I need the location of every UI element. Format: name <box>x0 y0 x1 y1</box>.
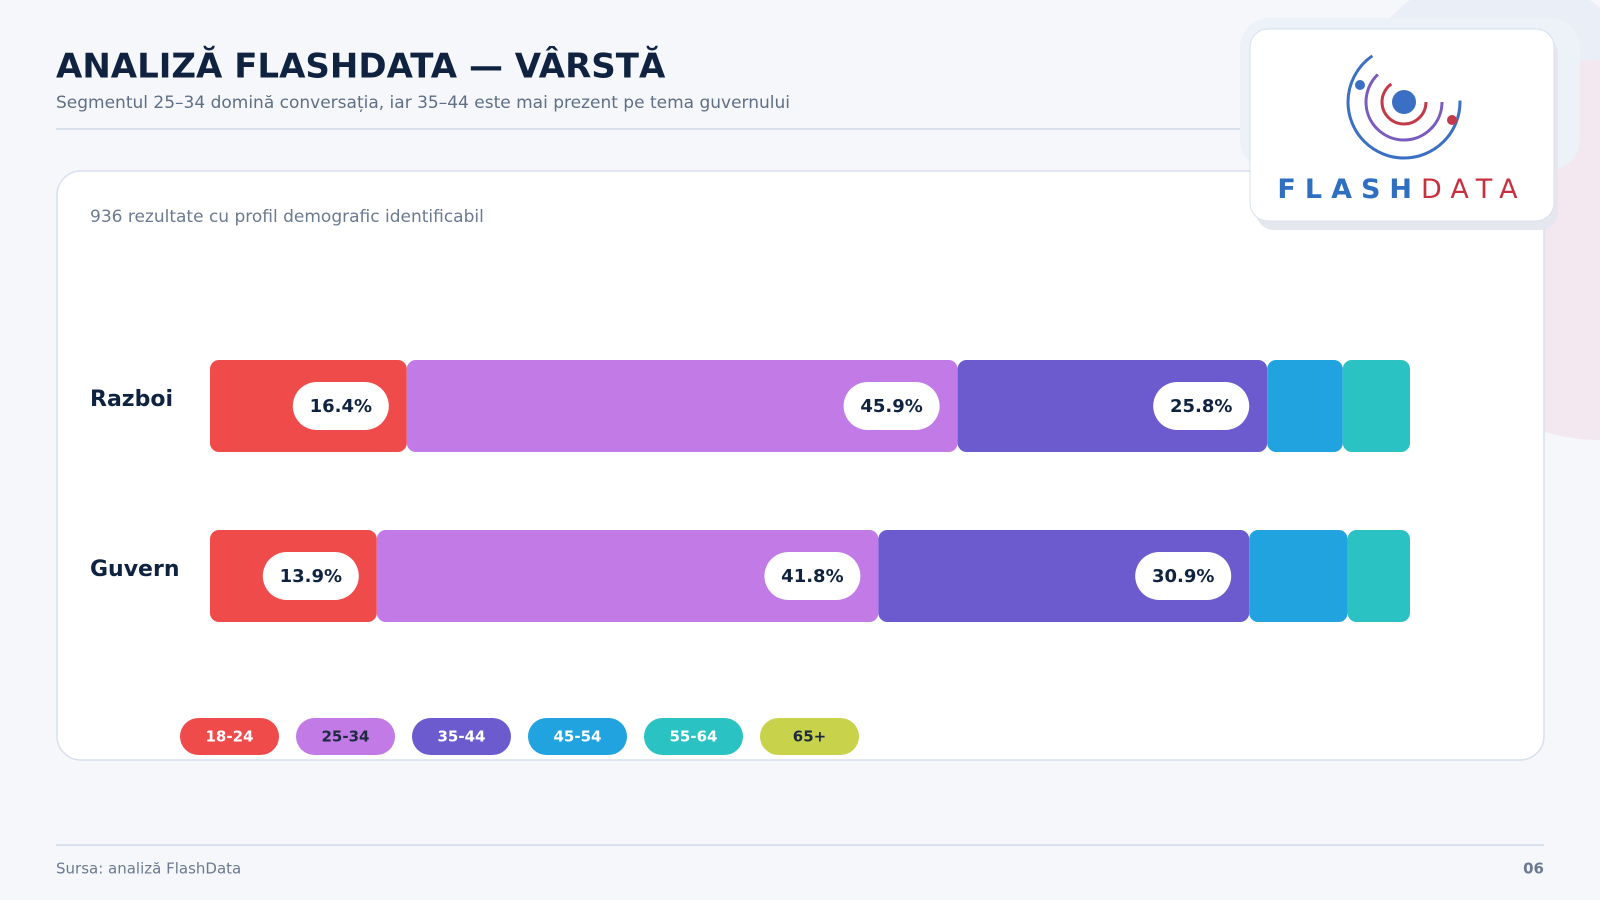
footer-source: Sursa: analiză FlashData <box>56 860 241 878</box>
legend-swatch <box>644 718 743 755</box>
legend-label: 45-54 <box>554 728 602 746</box>
data-label: 25.8% <box>1170 396 1232 417</box>
logo-dot <box>1355 80 1365 90</box>
bar-segment <box>1267 360 1343 452</box>
legend-swatch <box>528 718 627 755</box>
bar-segment <box>376 530 879 622</box>
category-label: Razboi <box>90 387 173 412</box>
legend-label: 25-34 <box>322 728 370 746</box>
bar-segment <box>1249 530 1348 622</box>
label-pill <box>1153 382 1250 430</box>
title: ANALIZĂ FLASHDATA — VÂRSTĂ <box>56 46 666 87</box>
logo-ring <box>1346 44 1462 160</box>
bar-segment <box>406 360 958 452</box>
label-pill <box>764 552 861 600</box>
chart-note: 936 rezultate cu profil demografic ident… <box>90 207 484 227</box>
label-pill <box>1135 552 1232 600</box>
data-label: 16.4% <box>310 396 372 417</box>
logo-part: DATA <box>1421 174 1527 205</box>
logo: FLASHDATA <box>1249 28 1558 230</box>
legend-swatch <box>760 718 859 755</box>
label-pill <box>843 382 940 430</box>
legend-swatch <box>296 718 395 755</box>
label-pill <box>262 552 359 600</box>
bar-segment <box>1342 360 1410 452</box>
logo-text: FLASHDATA <box>1277 174 1526 205</box>
logo-dot <box>1447 115 1457 125</box>
logo-part: FLASH <box>1277 174 1421 205</box>
bar-segment <box>1347 530 1410 622</box>
data-label: 45.9% <box>860 396 922 417</box>
legend-label: 55-64 <box>670 728 718 746</box>
legend-label: 35-44 <box>438 728 486 746</box>
page-number: 06 <box>1523 860 1544 878</box>
card <box>56 170 1545 761</box>
data-label: 41.8% <box>781 566 843 587</box>
label-pill <box>292 382 389 430</box>
logo-ring <box>1364 62 1444 142</box>
logo-ring <box>1380 78 1428 126</box>
subtitle: Segmentul 25–34 domină conversația, iar … <box>56 93 790 113</box>
legend-label: 65+ <box>793 728 826 746</box>
data-label: 30.9% <box>1152 566 1214 587</box>
data-label: 13.9% <box>280 566 342 587</box>
category-label: Guvern <box>90 557 180 582</box>
legend-swatch <box>180 718 279 755</box>
legend-swatch <box>412 718 511 755</box>
legend-label: 18-24 <box>206 728 254 746</box>
logo-core <box>1392 90 1416 114</box>
